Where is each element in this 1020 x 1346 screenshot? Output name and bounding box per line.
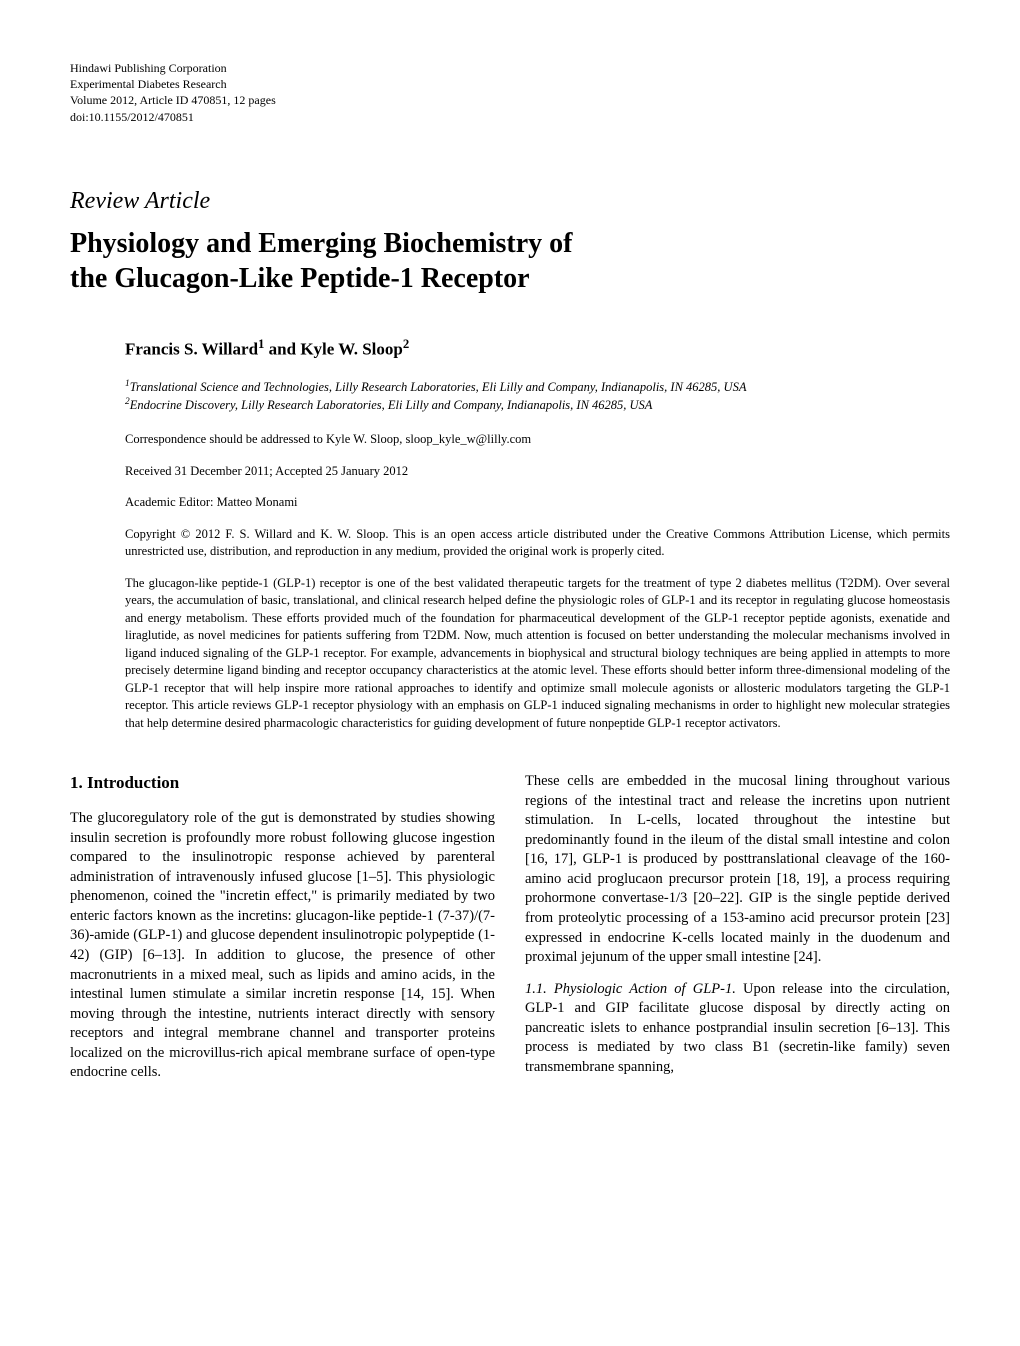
- affiliation-2: 2Endocrine Discovery, Lilly Research Lab…: [125, 396, 950, 415]
- publisher: Hindawi Publishing Corporation: [70, 60, 950, 76]
- article-type: Review Article: [70, 185, 950, 219]
- correspondence: Correspondence should be addressed to Ky…: [125, 431, 950, 449]
- body-columns: 1. Introduction The glucoregulatory role…: [70, 772, 950, 1092]
- abstract: The glucagon-like peptide-1 (GLP-1) rece…: [125, 575, 950, 733]
- article-dates: Received 31 December 2011; Accepted 25 J…: [125, 463, 950, 481]
- authors: Francis S. Willard1 and Kyle W. Sloop2: [125, 336, 950, 361]
- correspondence-email: sloop_kyle_w@lilly.com: [406, 432, 532, 446]
- journal-name: Experimental Diabetes Research: [70, 76, 950, 92]
- intro-paragraph-2: These cells are embedded in the mucosal …: [525, 772, 950, 968]
- copyright-notice: Copyright © 2012 F. S. Willard and K. W.…: [125, 526, 950, 561]
- title-line-1: Physiology and Emerging Biochemistry of: [70, 228, 572, 259]
- subsection-1-1: 1.1. Physiologic Action of GLP-1. Upon r…: [525, 980, 950, 1078]
- affiliations: 1Translational Science and Technologies,…: [125, 378, 950, 415]
- affiliation-1: 1Translational Science and Technologies,…: [125, 378, 950, 397]
- correspondence-prefix: Correspondence should be addressed to Ky…: [125, 432, 406, 446]
- academic-editor: Academic Editor: Matteo Monami: [125, 494, 950, 512]
- journal-header: Hindawi Publishing Corporation Experimen…: [70, 60, 950, 125]
- article-title: Physiology and Emerging Biochemistry of …: [70, 226, 950, 296]
- section-heading-introduction: 1. Introduction: [70, 772, 495, 795]
- subsection-title: 1.1. Physiologic Action of GLP-1.: [525, 981, 736, 997]
- doi: doi:10.1155/2012/470851: [70, 109, 950, 125]
- intro-paragraph-1: The glucoregulatory role of the gut is d…: [70, 809, 495, 1083]
- volume-info: Volume 2012, Article ID 470851, 12 pages: [70, 92, 950, 108]
- title-line-2: the Glucagon-Like Peptide-1 Receptor: [70, 263, 530, 294]
